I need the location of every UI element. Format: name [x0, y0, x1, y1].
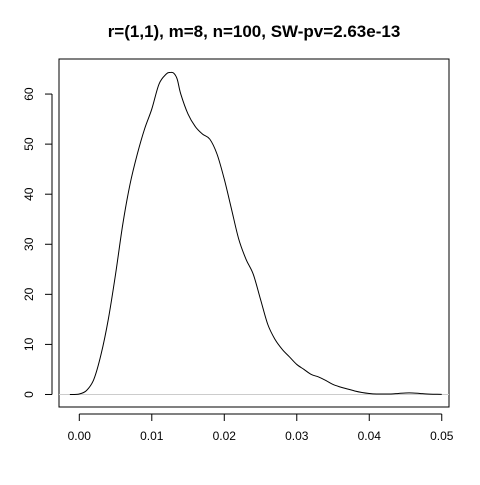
x-tick-label: 0.03 — [285, 429, 309, 443]
density-curve — [69, 71, 442, 395]
x-tick-label: 0.05 — [430, 429, 454, 443]
y-tick-label: 40 — [22, 187, 36, 201]
plot-frame — [58, 58, 450, 408]
y-tick-label: 20 — [22, 287, 36, 301]
x-tick-label: 0.00 — [68, 429, 92, 443]
y-tick-label: 10 — [22, 337, 36, 351]
chart-title: r=(1,1), m=8, n=100, SW-pv=2.63e-13 — [108, 22, 401, 41]
y-tick-label: 60 — [22, 87, 36, 101]
x-tick-label: 0.02 — [213, 429, 237, 443]
y-tick-label: 30 — [22, 237, 36, 251]
x-tick-label: 0.04 — [358, 429, 382, 443]
series-layer — [69, 71, 442, 395]
axes-layer: 0.00 0.01 0.02 0.03 0.04 0.05 0 10 20 30 40 50 60 — [22, 58, 454, 443]
y-tick-label: 0 — [22, 391, 36, 398]
y-tick-label: 50 — [22, 137, 36, 151]
x-tick-label: 0.01 — [140, 429, 164, 443]
